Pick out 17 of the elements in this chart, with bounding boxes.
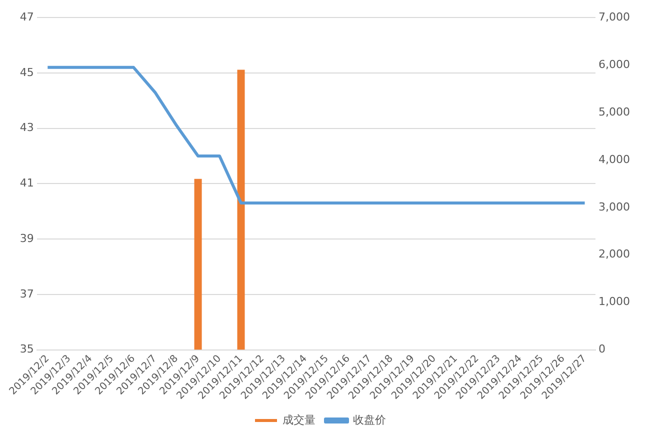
y2-tick-label: 0 (598, 342, 606, 356)
y2-tick-label: 3,000 (598, 200, 630, 214)
y-tick-label: 35 (20, 342, 34, 356)
y-tick-label: 37 (20, 287, 34, 300)
legend-label: 收盘价 (353, 413, 386, 426)
y2-tick-label: 5,000 (598, 105, 630, 118)
y-tick-label: 47 (20, 10, 34, 24)
y2-tick-label: 1,000 (598, 295, 630, 308)
y-tick-label: 39 (20, 232, 34, 245)
y2-tick-label: 2,000 (598, 248, 630, 261)
y-tick-label: 45 (20, 66, 34, 79)
y2-tick-label: 7,000 (598, 10, 630, 24)
y2-tick-label: 6,000 (598, 58, 630, 71)
y-tick-label: 43 (20, 121, 34, 134)
y-tick-label: 41 (20, 176, 34, 190)
legend-label: 成交量 (282, 413, 316, 426)
y2-tick-label: 4,000 (598, 152, 630, 166)
